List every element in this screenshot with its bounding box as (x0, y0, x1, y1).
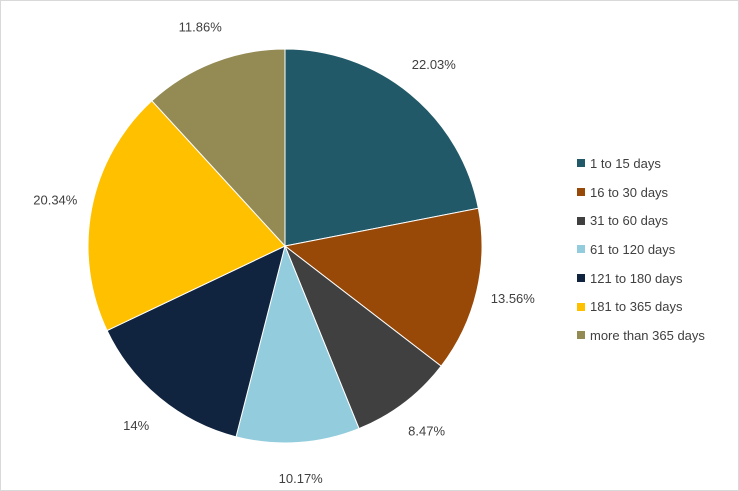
pie-slice (87, 100, 286, 332)
legend-swatch (577, 331, 585, 340)
legend-item: more than 365 days (577, 321, 705, 350)
chart-legend: 1 to 15 days 16 to 30 days 31 to 60 days 61… (577, 149, 705, 350)
legend-label: 31 to 60 days (590, 213, 669, 229)
data-label: 20.34% (33, 193, 78, 208)
legend-label: 121 to 180 days (590, 270, 683, 286)
pie-slice (106, 245, 286, 438)
legend-item: 16 to 30 days (577, 178, 705, 207)
pie-slice (283, 207, 483, 367)
legend-label: 61 to 120 days (590, 241, 676, 257)
legend-swatch (577, 159, 585, 168)
legend-item: 61 to 120 days (577, 235, 705, 264)
legend-item: 121 to 180 days (577, 264, 705, 293)
legend-swatch (577, 274, 585, 283)
legend-swatch (577, 245, 585, 254)
data-label: 8.47% (408, 424, 445, 439)
pie-slice (284, 48, 479, 247)
data-label: 13.56% (491, 291, 536, 306)
pie-slice (151, 48, 286, 248)
data-label: 22.03% (412, 57, 457, 72)
pie-slice (235, 244, 360, 444)
data-label: 11.86% (179, 19, 223, 34)
legend-label: more than 365 days (590, 327, 705, 343)
legend-item: 1 to 15 days (577, 149, 705, 178)
legend-swatch (577, 188, 585, 197)
legend-label: 1 to 15 days (590, 155, 661, 171)
legend-item: 181 to 365 days (577, 292, 705, 321)
legend-label: 181 to 365 days (590, 299, 683, 315)
legend-label: 16 to 30 days (590, 184, 669, 200)
legend-swatch (577, 216, 585, 225)
pie-slice (283, 244, 442, 430)
legend-swatch (577, 302, 585, 311)
legend-item: 31 to 60 days (577, 206, 705, 235)
data-label: 14% (123, 418, 149, 433)
data-label: 10.17% (279, 471, 324, 486)
